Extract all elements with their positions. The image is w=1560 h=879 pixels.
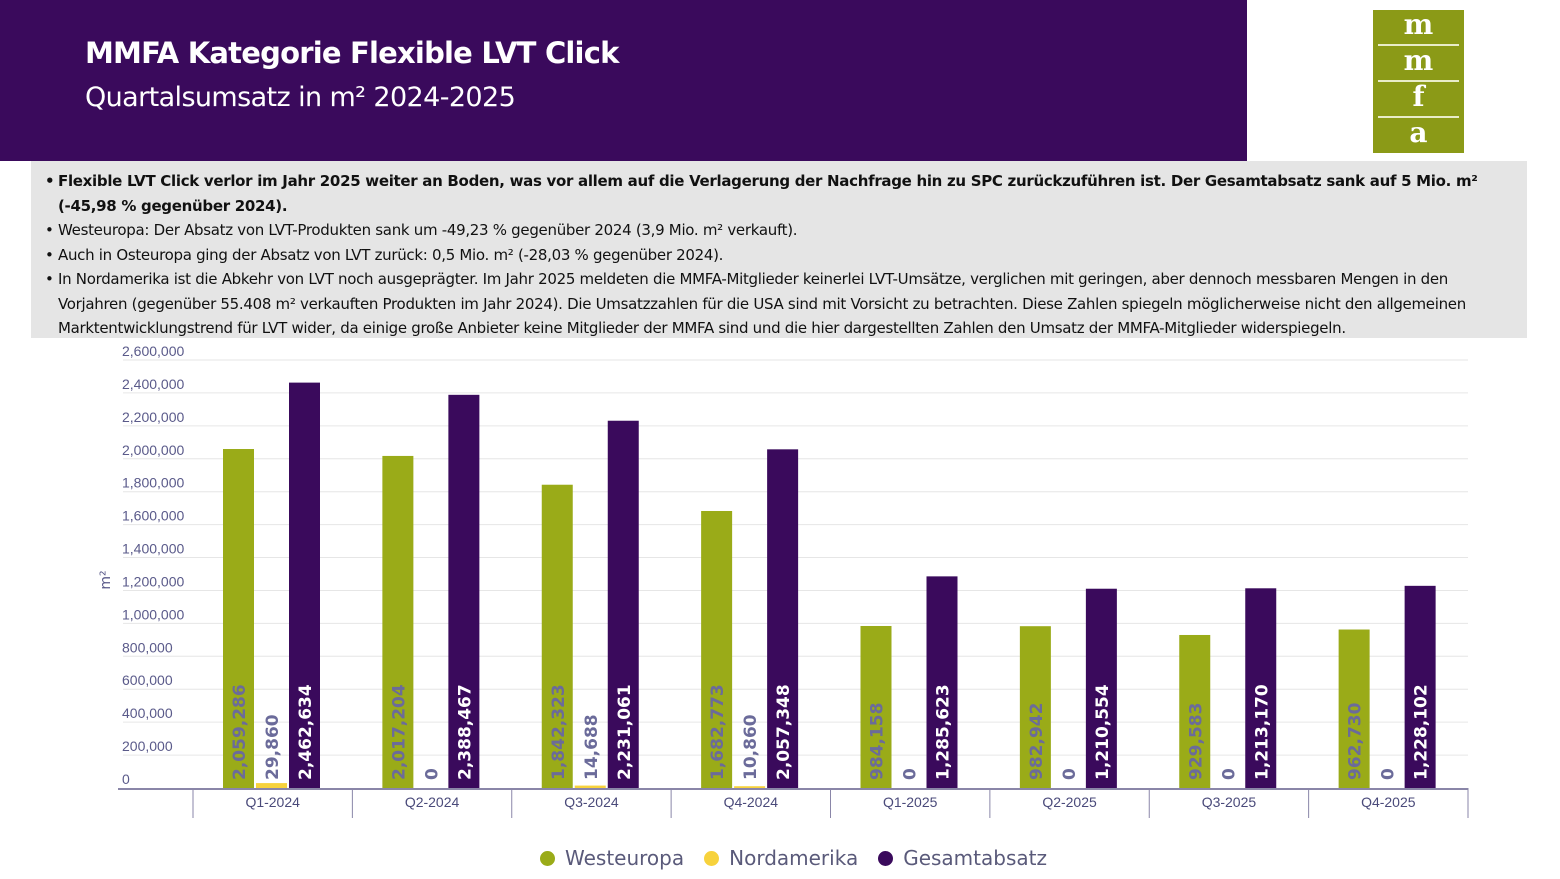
x-tick-label: Q2-2025 [1042,794,1097,810]
bar-gesamtabsatz [289,382,320,788]
legend-item-nordamerika: Nordamerika [704,846,858,870]
legend-label: Gesamtabsatz [903,846,1047,870]
bar-nordamerika [734,786,766,788]
logo-letter: m [1378,10,1459,46]
summary-notes: Flexible LVT Click verlor im Jahr 2025 w… [31,161,1527,338]
bar-westeuropa [701,510,733,788]
data-label: 1,210,554 [1093,684,1113,780]
bar-westeuropa [1338,629,1370,788]
data-label: 14,688 [582,714,602,780]
data-label: 982,942 [1027,703,1047,780]
data-label: 0 [1219,768,1239,780]
logo-letter: a [1409,116,1428,149]
y-tick-label: 1,000,000 [122,606,184,622]
data-label: 0 [422,768,442,780]
legend-label: Nordamerika [729,846,859,870]
legend-item-gesamtabsatz: Gesamtabsatz [878,846,1047,870]
y-tick-label: 1,600,000 [122,508,184,524]
y-tick-label: 800,000 [122,639,173,655]
x-tick-label: Q4-2024 [724,794,779,810]
y-tick-label: 2,000,000 [122,442,184,458]
y-tick-label: 400,000 [122,705,173,721]
y-tick-label: 2,400,000 [122,376,184,392]
y-tick-label: 2,600,000 [122,343,184,359]
x-tick-label: Q4-2025 [1361,794,1416,810]
data-label: 0 [1060,768,1080,780]
legend-swatch [704,851,720,866]
legend-label: Westeuropa [565,846,685,870]
bar-westeuropa [1019,626,1051,788]
x-tick-label: Q1-2025 [883,794,938,810]
note-item: Flexible LVT Click verlor im Jahr 2025 w… [45,169,1513,218]
bar-nordamerika [574,785,606,788]
bar-gesamtabsatz [607,420,639,788]
data-label: 929,583 [1186,703,1206,780]
header-banner: MMFA Kategorie Flexible LVT Click Quarta… [0,0,1247,161]
data-label: 29,860 [263,714,283,780]
mmfa-logo: m m f a [1373,10,1464,153]
x-tick-label: Q3-2025 [1202,794,1257,810]
data-label: 1,213,170 [1252,684,1272,780]
y-tick-label: 600,000 [122,672,173,688]
bar-gesamtabsatz [926,576,958,788]
data-label: 0 [901,768,921,780]
bar-nordamerika [256,783,287,788]
page-subtitle: Quartalsumsatz in m² 2024-2025 [85,82,516,113]
bar-westeuropa [223,449,254,788]
note-item: In Nordamerika ist die Abkehr von LVT no… [45,267,1513,341]
legend-item-westeuropa: Westeuropa [540,846,684,870]
bar-westeuropa [541,484,573,788]
data-label: 0 [1379,768,1399,780]
page-title: MMFA Kategorie Flexible LVT Click [85,36,619,70]
bar-gesamtabsatz [767,449,799,788]
legend-swatch [878,851,894,866]
y-tick-label: 1,200,000 [122,573,184,589]
data-label: 2,017,204 [389,684,409,780]
bar-westeuropa [860,625,892,788]
bar-westeuropa [382,455,414,788]
bar-gesamtabsatz [1085,588,1117,788]
data-label: 1,228,102 [1412,684,1432,780]
bar-westeuropa [1179,634,1211,788]
y-tick-label: 2,200,000 [122,409,184,425]
bar-gesamtabsatz [1245,588,1277,788]
x-tick-label: Q2-2024 [405,794,460,810]
data-label: 2,388,467 [455,684,475,780]
y-tick-label: 0 [122,771,130,787]
y-tick-label: 1,400,000 [122,541,184,557]
logo-letter: m [1378,46,1459,82]
chart-legend: Westeuropa Nordamerika Gesamtabsatz [540,846,1047,870]
data-label: 1,682,773 [708,684,728,780]
data-label: 2,231,061 [615,684,635,780]
x-tick-label: Q1-2024 [245,794,300,810]
note-item: Auch in Osteuropa ging der Absatz von LV… [45,243,1513,268]
data-label: 1,285,623 [934,684,954,780]
note-item: Westeuropa: Der Absatz von LVT-Produkten… [45,218,1513,243]
legend-swatch [540,851,555,866]
data-label: 2,462,634 [296,684,316,780]
bar-gesamtabsatz [1404,585,1436,788]
y-tick-label: 200,000 [122,738,173,754]
data-label: 1,842,323 [549,684,569,780]
y-tick-label: 1,800,000 [122,475,184,491]
logo-letter: f [1378,82,1459,118]
data-label: 984,158 [868,703,888,780]
data-label: 962,730 [1346,702,1366,780]
x-tick-label: Q3-2024 [564,794,619,810]
data-label: 2,057,348 [774,684,794,780]
data-label: 10,860 [741,714,761,780]
bar-gesamtabsatz [448,394,480,788]
data-label: 2,059,286 [230,684,250,780]
y-axis-title: m² [98,570,114,589]
